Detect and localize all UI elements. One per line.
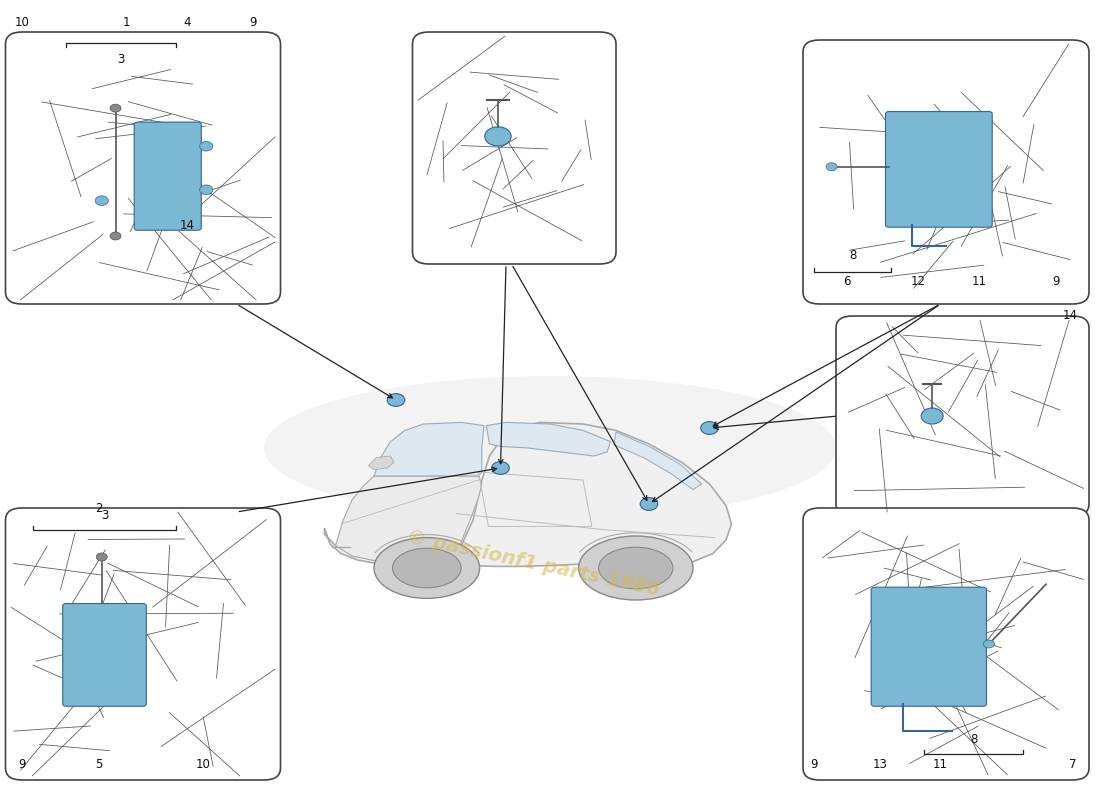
Text: 2: 2 — [96, 502, 102, 515]
Text: 3: 3 — [118, 53, 124, 66]
Text: 10: 10 — [14, 16, 30, 29]
Text: 11: 11 — [971, 275, 987, 288]
Text: 8: 8 — [849, 250, 856, 262]
Text: 1: 1 — [123, 16, 130, 29]
FancyBboxPatch shape — [803, 508, 1089, 780]
Ellipse shape — [393, 548, 461, 588]
Text: 14: 14 — [1063, 309, 1078, 322]
Circle shape — [110, 104, 121, 112]
Text: 9: 9 — [1053, 275, 1059, 288]
Ellipse shape — [579, 536, 693, 600]
FancyBboxPatch shape — [6, 32, 280, 304]
Text: 7: 7 — [1069, 758, 1076, 771]
Ellipse shape — [598, 547, 673, 589]
Text: 8: 8 — [970, 734, 977, 746]
Circle shape — [983, 640, 994, 648]
Text: © passionf1 parts 1986: © passionf1 parts 1986 — [405, 528, 662, 600]
Circle shape — [110, 232, 121, 240]
Text: 4: 4 — [184, 16, 190, 29]
Text: 5: 5 — [96, 758, 102, 771]
FancyBboxPatch shape — [134, 122, 201, 230]
FancyBboxPatch shape — [6, 508, 280, 780]
FancyBboxPatch shape — [412, 32, 616, 264]
Circle shape — [921, 408, 943, 424]
Text: 14: 14 — [179, 219, 195, 232]
Circle shape — [485, 126, 512, 146]
FancyBboxPatch shape — [63, 603, 146, 706]
Text: 3: 3 — [101, 509, 108, 522]
Text: 11: 11 — [933, 758, 948, 771]
Text: 9: 9 — [250, 16, 256, 29]
Circle shape — [387, 394, 405, 406]
Ellipse shape — [264, 376, 836, 520]
Circle shape — [97, 553, 108, 561]
Circle shape — [640, 498, 658, 510]
FancyBboxPatch shape — [871, 587, 987, 706]
Ellipse shape — [374, 538, 480, 598]
Circle shape — [701, 422, 718, 434]
Polygon shape — [336, 476, 482, 562]
Circle shape — [200, 185, 213, 194]
Circle shape — [200, 142, 213, 151]
Text: 6: 6 — [844, 275, 850, 288]
FancyBboxPatch shape — [803, 40, 1089, 304]
Circle shape — [826, 162, 837, 170]
Polygon shape — [368, 456, 394, 470]
Polygon shape — [614, 432, 702, 490]
Text: 9: 9 — [811, 758, 817, 771]
Polygon shape — [486, 422, 610, 456]
Circle shape — [96, 196, 108, 206]
Text: 13: 13 — [872, 758, 888, 771]
Text: 9: 9 — [19, 758, 25, 771]
FancyBboxPatch shape — [836, 316, 1089, 516]
Polygon shape — [374, 422, 484, 476]
Polygon shape — [324, 422, 732, 568]
Circle shape — [492, 462, 509, 474]
FancyBboxPatch shape — [886, 111, 992, 227]
Text: 10: 10 — [196, 758, 211, 771]
Text: 12: 12 — [911, 275, 926, 288]
